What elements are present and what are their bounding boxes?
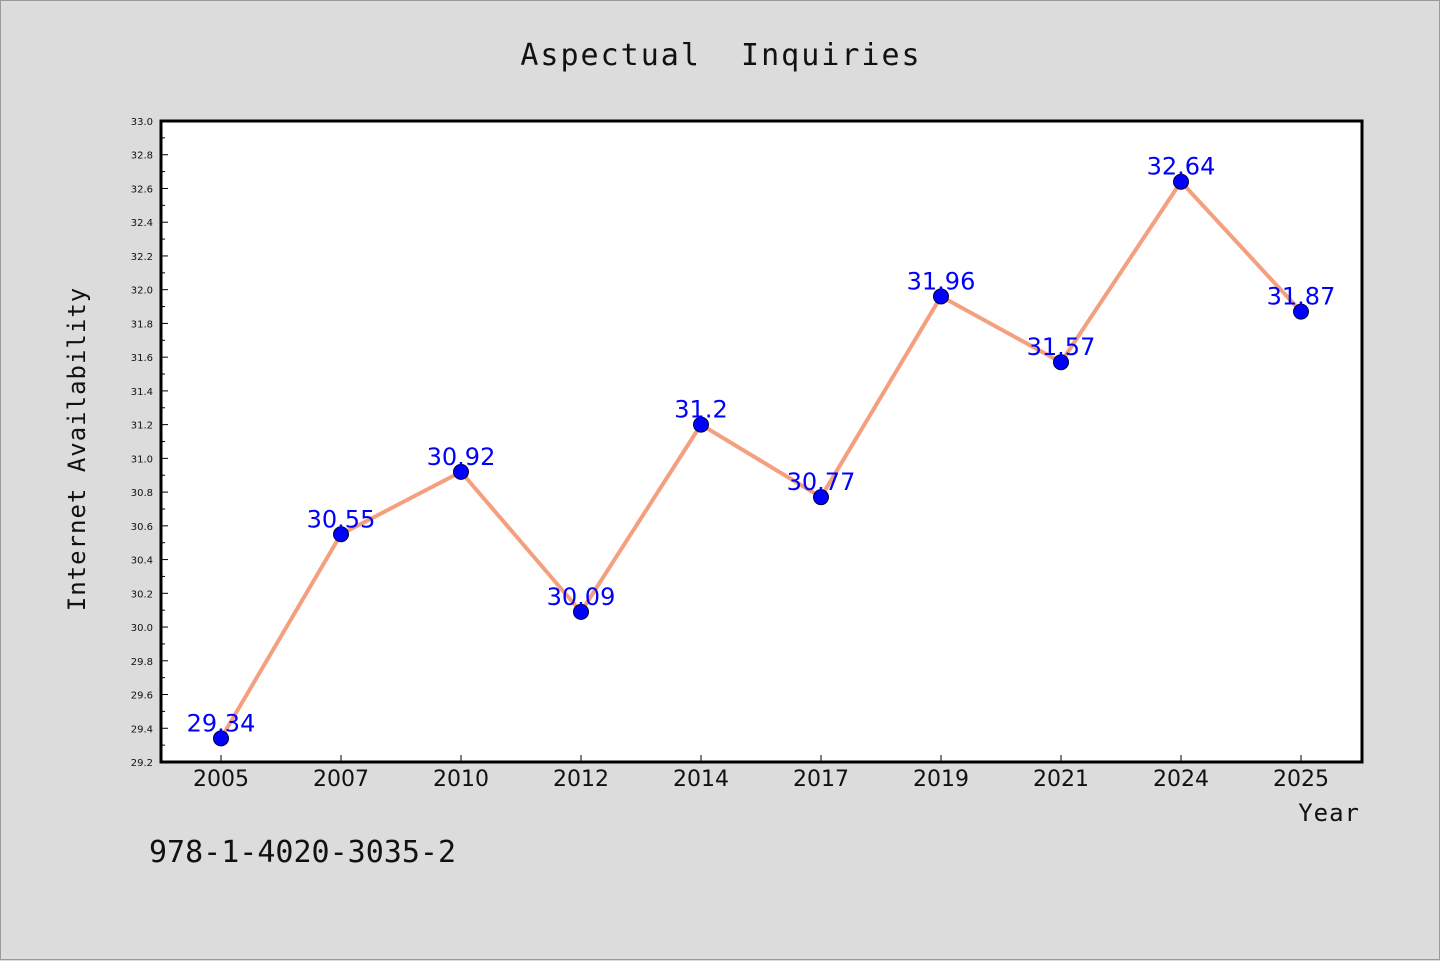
x-tick-label: 2012 (553, 767, 609, 792)
data-label: 29.34 (187, 709, 256, 737)
series-group: 29.34 30.55 30.92 30.09 31.2 30.77 31.96 31.57 3… (187, 153, 1336, 747)
y-tick-label: 31.4 (131, 387, 153, 398)
data-point (213, 730, 229, 747)
y-tick-label: 32.0 (131, 286, 153, 297)
data-label: 30.55 (307, 505, 376, 533)
y-tick-label: 30.2 (131, 589, 153, 600)
data-point (453, 463, 469, 480)
data-point (333, 526, 349, 543)
plot-area (159, 119, 1364, 764)
x-tick-label: 2019 (913, 767, 969, 792)
y-tick-label: 32.6 (131, 184, 153, 195)
chart-title: Aspectual Inquiries (520, 38, 921, 73)
data-point (1173, 173, 1189, 190)
x-tick-label: 2017 (793, 767, 849, 792)
x-axis-label: Year (1298, 799, 1360, 827)
data-label: 31.96 (907, 267, 976, 295)
data-point (1293, 303, 1309, 320)
y-tick-label: 30.6 (131, 522, 153, 533)
data-label: 30.92 (427, 443, 496, 471)
x-tick-label: 2007 (313, 767, 369, 792)
x-tick-label: 2010 (433, 767, 489, 792)
y-tick-label: 29.8 (131, 657, 153, 668)
y-tick-label: 30.0 (131, 623, 153, 634)
y-tick-label: 31.8 (131, 319, 153, 330)
y-axis-label: Internet Availability (63, 287, 91, 611)
x-axis: 2005 2007 2010 2012 2014 2017 2019 2021 2024 2025 (193, 755, 1329, 792)
y-tick-label: 29.6 (131, 691, 153, 702)
data-label: 30.77 (787, 468, 856, 496)
y-tick-label: 31.2 (131, 421, 153, 432)
x-tick-label: 2005 (193, 767, 249, 792)
data-label: 31.87 (1267, 283, 1336, 311)
data-label: 31.2 (674, 396, 727, 424)
data-point (813, 489, 829, 506)
data-point (1053, 354, 1069, 371)
data-point (933, 288, 949, 305)
y-tick-label: 31.6 (131, 353, 153, 364)
y-tick-label: 32.2 (131, 252, 153, 263)
x-tick-label: 2024 (1153, 767, 1209, 792)
y-axis: 29.2 29.4 29.6 29.8 30.0 30.2 30.4 30.6 30.8 31.0… (131, 117, 168, 769)
data-point (693, 416, 709, 433)
y-tick-label: 30.4 (131, 556, 153, 567)
data-point (573, 603, 589, 620)
y-tick-label: 33.0 (131, 117, 153, 128)
y-tick-label: 32.8 (131, 151, 153, 162)
series-line (219, 179, 1303, 740)
data-label: 30.09 (547, 583, 616, 611)
x-tick-label: 2025 (1273, 767, 1329, 792)
x-tick-label: 2014 (673, 767, 729, 792)
y-tick-label: 31.0 (131, 454, 153, 465)
footer-code: 978-1-4020-3035-2 (149, 835, 457, 870)
y-tick-label: 29.2 (131, 758, 153, 769)
data-label: 32.64 (1147, 153, 1216, 181)
x-tick-label: 2021 (1033, 767, 1089, 792)
y-tick-label: 29.4 (131, 724, 153, 735)
y-tick-label: 30.8 (131, 488, 153, 499)
data-label: 31.57 (1027, 333, 1096, 361)
y-tick-label: 32.4 (131, 218, 153, 229)
